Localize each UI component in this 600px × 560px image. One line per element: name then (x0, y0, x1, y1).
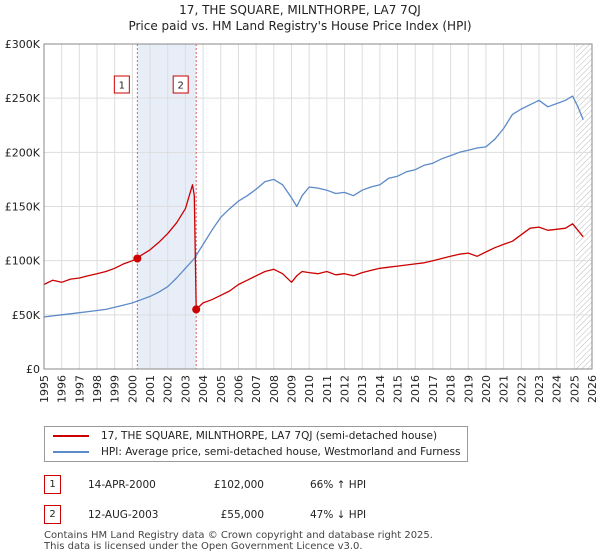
x-tick-label: 2001 (144, 375, 157, 403)
y-tick-label: £100K (5, 255, 41, 268)
chart-legend: 17, THE SQUARE, MILNTHORPE, LA7 7QJ (sem… (44, 426, 468, 462)
x-tick-label: 2003 (179, 375, 192, 403)
sale-price-2: £55,000 (220, 509, 264, 521)
x-tick-label: 2017 (427, 375, 440, 403)
footer-line1: Contains HM Land Registry data © Crown c… (44, 530, 433, 541)
y-tick-label: £50K (12, 309, 41, 322)
legend-property-swatch (53, 435, 89, 437)
x-tick-label: 1996 (56, 375, 69, 403)
x-tick-label: 2020 (480, 375, 493, 403)
sale-date-2: 12-AUG-2003 (88, 509, 159, 521)
footer-attribution: Contains HM Land Registry data © Crown c… (44, 530, 433, 552)
hpi-series-line (43, 95, 584, 318)
sale-box-label-1: 1 (119, 81, 125, 92)
sale-box-1 (113, 75, 130, 94)
y-tick-label: £150K (5, 201, 41, 214)
y-tick-label: £250K (5, 92, 41, 105)
sale-date-1: 14-APR-2000 (88, 479, 156, 491)
x-tick-label: 2026 (586, 375, 599, 403)
sale-price-1: £102,000 (213, 479, 264, 491)
sale-box-2 (172, 75, 189, 94)
sale-point-2 (192, 305, 201, 314)
x-tick-label: 2023 (533, 375, 546, 403)
y-tick-label: £300K (5, 38, 41, 51)
price-chart: £0 £50K £100K £150K £200K £250K £300K 1995 1996 1… (5, 38, 599, 403)
x-tick-label: 2013 (356, 375, 369, 403)
footer-line2: This data is licensed under the Open Gov… (44, 541, 363, 552)
x-tick-label: 1999 (109, 375, 122, 403)
x-tick-label: 2008 (268, 375, 281, 403)
legend-property-label: 17, THE SQUARE, MILNTHORPE, LA7 7QJ (sem… (101, 430, 438, 442)
legend-hpi-swatch (53, 451, 89, 453)
x-tick-label: 2011 (321, 375, 334, 403)
x-tick-label: 2002 (162, 375, 175, 403)
plot-frame (43, 43, 593, 370)
x-tick-label: 2004 (197, 375, 210, 403)
y-tick-label: £0 (26, 363, 40, 376)
x-tick-label: 2014 (374, 375, 387, 403)
x-tick-label: 2016 (409, 375, 422, 403)
x-tick-label: 2009 (285, 375, 298, 403)
sale-point-1 (133, 254, 142, 263)
legend-hpi-label: HPI: Average price, semi-detached house,… (101, 446, 461, 458)
x-tick-label: 2015 (392, 375, 405, 403)
x-tick-label: 1997 (73, 375, 86, 403)
x-tick-label: 1995 (38, 375, 51, 403)
x-tick-label: 2022 (515, 375, 528, 403)
x-tick-label: 2012 (339, 375, 352, 403)
x-tick-label: 2019 (462, 375, 475, 403)
x-tick-label: 2025 (568, 375, 581, 403)
x-tick-label: 2021 (498, 375, 511, 403)
x-tick-label: 2007 (250, 375, 263, 403)
chart-title-line2: Price paid vs. HM Land Registry's House … (128, 19, 472, 33)
x-tick-label: 2005 (215, 375, 228, 403)
chart-title-line1: 17, THE SQUARE, MILNTHORPE, LA7 7QJ (179, 3, 421, 17)
sale-badge-2: 2 (44, 505, 61, 524)
y-tick-label: £200K (5, 146, 41, 159)
x-tick-label: 2006 (232, 375, 245, 403)
x-tick-label: 2018 (445, 375, 458, 403)
x-tick-label: 2010 (303, 375, 316, 403)
x-tick-label: 1998 (91, 375, 104, 403)
sale-hpi-2: 47% ↓ HPI (310, 509, 367, 521)
x-tick-label: 2000 (126, 375, 139, 403)
sale-box-label-2: 2 (178, 81, 184, 92)
sale-badge-1: 1 (44, 475, 61, 494)
sale-hpi-1: 66% ↑ HPI (310, 479, 367, 491)
x-tick-label: 2024 (551, 375, 564, 403)
